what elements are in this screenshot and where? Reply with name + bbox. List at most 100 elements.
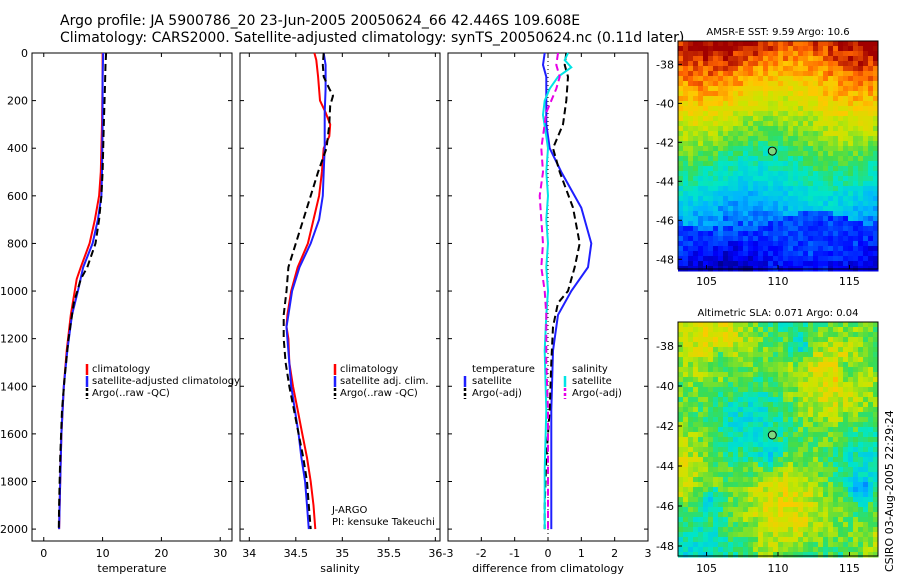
heatmap-cell	[838, 517, 844, 523]
heatmap-cell	[708, 101, 714, 107]
heatmap-cell	[713, 261, 719, 267]
heatmap-cell	[858, 156, 864, 162]
heatmap-cell	[783, 502, 789, 508]
heatmap-cell	[818, 322, 824, 328]
heatmap-cell	[703, 71, 709, 77]
heatmap-cell	[698, 462, 704, 468]
heatmap-cell	[748, 81, 754, 87]
heatmap-cell	[778, 402, 784, 408]
y-tick-label: -42	[656, 420, 674, 433]
heatmap-cell	[833, 251, 839, 257]
heatmap-cell	[758, 492, 764, 498]
heatmap-cell	[828, 372, 834, 378]
heatmap-cell	[773, 547, 779, 553]
heatmap-cell	[773, 362, 779, 368]
heatmap-cell	[718, 477, 724, 483]
heatmap-cell	[818, 211, 824, 217]
heatmap-cell	[858, 101, 864, 107]
heatmap-cell	[823, 181, 829, 187]
heatmap-cell	[688, 81, 694, 87]
heatmap-cell	[768, 427, 774, 433]
heatmap-cell	[713, 131, 719, 137]
heatmap-cell	[778, 176, 784, 182]
heatmap-cell	[773, 407, 779, 413]
heatmap-cell	[738, 236, 744, 242]
heatmap-cell	[863, 377, 869, 383]
heatmap-cell	[833, 41, 839, 47]
heatmap-cell	[788, 482, 794, 488]
heatmap-cell	[733, 41, 739, 47]
heatmap-cell	[813, 412, 819, 418]
heatmap-cell	[833, 106, 839, 112]
heatmap-cell	[768, 91, 774, 97]
heatmap-cell	[828, 241, 834, 247]
heatmap-cell	[768, 256, 774, 262]
heatmap-cell	[743, 392, 749, 398]
heatmap-cell	[793, 432, 799, 438]
heatmap-cell	[688, 472, 694, 478]
heatmap-cell	[693, 387, 699, 393]
heatmap-cell	[723, 226, 729, 232]
heatmap-cell	[698, 467, 704, 473]
heatmap-cell	[718, 206, 724, 212]
series-line-blue	[285, 52, 327, 530]
heatmap-cell	[738, 467, 744, 473]
series-line-blue	[541, 52, 593, 530]
heatmap-cell	[863, 427, 869, 433]
heatmap-cell	[753, 357, 759, 363]
heatmap-cell	[743, 517, 749, 523]
heatmap-cell	[723, 437, 729, 443]
heatmap-cell	[713, 397, 719, 403]
heatmap-cell	[718, 151, 724, 157]
heatmap-cell	[743, 191, 749, 197]
heatmap-cell	[763, 457, 769, 463]
heatmap-cell	[843, 392, 849, 398]
heatmap-cell	[858, 231, 864, 237]
heatmap-cell	[678, 487, 684, 493]
heatmap-cell	[748, 347, 754, 353]
heatmap-cell	[698, 186, 704, 192]
heatmap-cell	[733, 487, 739, 493]
heatmap-cell	[828, 251, 834, 257]
heatmap-cell	[873, 472, 879, 478]
heatmap-cell	[813, 146, 819, 152]
heatmap-cell	[783, 246, 789, 252]
heatmap-cell	[723, 86, 729, 92]
heatmap-cell	[803, 382, 809, 388]
heatmap-cell	[703, 246, 709, 252]
heatmap-cell	[753, 126, 759, 132]
legend-label: Argo(-adj)	[472, 388, 522, 399]
heatmap-cell	[798, 226, 804, 232]
heatmap-cell	[703, 181, 709, 187]
heatmap-cell	[688, 61, 694, 67]
heatmap-cell	[833, 357, 839, 363]
heatmap-cell	[683, 206, 689, 212]
heatmap-cell	[713, 216, 719, 222]
heatmap-cell	[738, 121, 744, 127]
heatmap-cell	[803, 342, 809, 348]
heatmap-cell	[833, 76, 839, 82]
heatmap-cell	[728, 412, 734, 418]
heatmap-cell	[728, 392, 734, 398]
heatmap-cell	[693, 226, 699, 232]
heatmap-cell	[733, 116, 739, 122]
heatmap-cell	[723, 387, 729, 393]
heatmap-cell	[873, 216, 879, 222]
heatmap-cell	[743, 91, 749, 97]
heatmap-cell	[798, 477, 804, 483]
heatmap-cell	[698, 211, 704, 217]
heatmap-cell	[848, 181, 854, 187]
heatmap-cell	[838, 256, 844, 262]
heatmap-cell	[718, 201, 724, 207]
heatmap-cell	[848, 166, 854, 172]
heatmap-cell	[698, 81, 704, 87]
heatmap-cell	[858, 226, 864, 232]
heatmap-cell	[733, 186, 739, 192]
heatmap-cell	[778, 347, 784, 353]
heatmap-cell	[698, 146, 704, 152]
heatmap-cell	[758, 547, 764, 553]
heatmap-cell	[758, 96, 764, 102]
heatmap-cell	[733, 176, 739, 182]
heatmap-cell	[833, 256, 839, 262]
heatmap-cell	[828, 206, 834, 212]
